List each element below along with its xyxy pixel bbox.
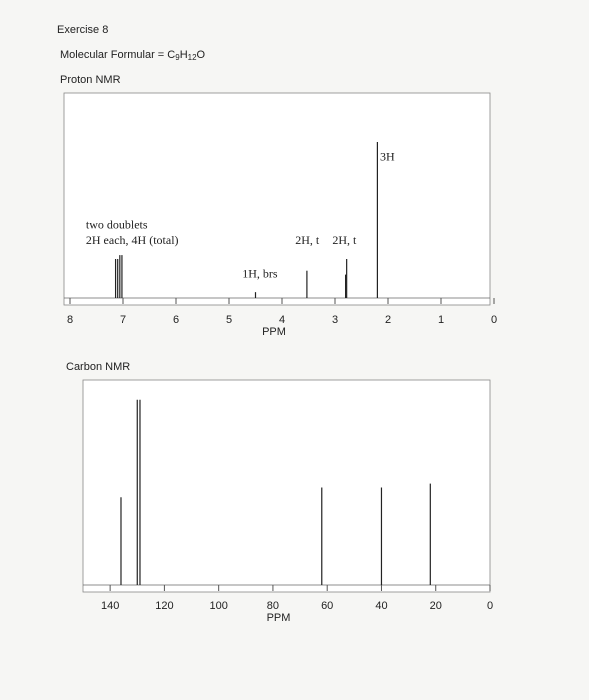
peak-annotation: 1H, brs bbox=[242, 266, 278, 280]
peak-annotation: 3H bbox=[380, 149, 395, 163]
formula-part: O bbox=[197, 49, 206, 61]
tick-label: 120 bbox=[155, 600, 173, 612]
tick-label: 3 bbox=[332, 314, 338, 326]
tick-label: 8 bbox=[67, 314, 73, 326]
tick-label: 140 bbox=[101, 600, 119, 612]
formula-part: Molecular Formular = C bbox=[60, 49, 175, 61]
tick-label: 0 bbox=[491, 314, 497, 326]
tick-label: 4 bbox=[279, 314, 285, 326]
tick-label: 40 bbox=[375, 600, 387, 612]
tick-label: 5 bbox=[226, 314, 232, 326]
spectrum-title: Carbon NMR bbox=[66, 361, 130, 373]
tick-label: 60 bbox=[321, 600, 333, 612]
peak-annotation: two doublets bbox=[86, 218, 148, 232]
x-axis-label: PPM bbox=[262, 326, 286, 338]
exercise-title: Exercise 8 bbox=[57, 24, 108, 36]
tick-label: 100 bbox=[209, 600, 227, 612]
tick-label: 7 bbox=[120, 314, 126, 326]
plot-frame bbox=[63, 92, 491, 306]
tick-label: 0 bbox=[487, 600, 493, 612]
formula: Molecular Formular = C9H12O bbox=[60, 49, 206, 62]
plot-frame bbox=[82, 379, 491, 593]
peak-annotation: 2H, t bbox=[332, 233, 357, 247]
formula-part: 12 bbox=[188, 53, 197, 62]
x-axis-label: PPM bbox=[267, 612, 291, 624]
spectrum-title: Proton NMR bbox=[60, 74, 121, 86]
tick-label: 6 bbox=[173, 314, 179, 326]
peak-annotation: 2H each, 4H (total) bbox=[86, 233, 179, 247]
formula-part: 9 bbox=[175, 53, 180, 62]
tick-label: 80 bbox=[267, 600, 279, 612]
tick-label: 20 bbox=[430, 600, 442, 612]
formula-part: H bbox=[180, 49, 188, 61]
tick-label: 1 bbox=[438, 314, 444, 326]
tick-label: 2 bbox=[385, 314, 391, 326]
peak-annotation: 2H, t bbox=[295, 233, 320, 247]
